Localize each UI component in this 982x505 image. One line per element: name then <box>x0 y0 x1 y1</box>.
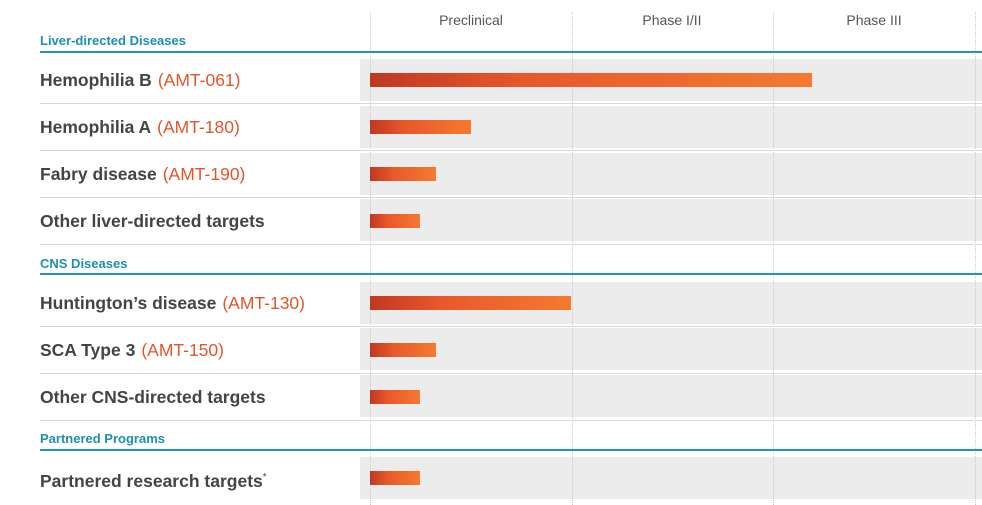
section-rule <box>40 273 982 275</box>
phase-divider <box>773 12 774 505</box>
row-band <box>360 199 982 241</box>
progress-bar-huntingtons <box>370 296 571 310</box>
progress-bar-fabry <box>370 167 436 181</box>
section-rule <box>40 51 982 53</box>
section-label-liver: Liver-directed Diseases <box>40 33 186 48</box>
program-label: Other liver-directed targets <box>40 210 265 232</box>
program-label: SCA Type 3 (AMT-150) <box>40 339 224 361</box>
row-separator <box>40 197 982 198</box>
program-label: Huntington’s disease (AMT-130) <box>40 292 305 314</box>
program-name: Fabry disease <box>40 164 157 184</box>
phase-divider <box>975 12 976 505</box>
program-label: Hemophilia B (AMT-061) <box>40 69 240 91</box>
row-separator <box>40 150 982 151</box>
row-separator <box>40 420 982 421</box>
phase-header-phase-3: Phase III <box>846 12 902 28</box>
row-separator <box>40 244 982 245</box>
row-band <box>360 457 982 499</box>
program-name: Hemophilia B <box>40 70 152 90</box>
program-name: Other liver-directed targets <box>40 211 265 231</box>
program-label: Partnered research targets* <box>40 467 267 492</box>
row-band <box>360 375 982 417</box>
progress-bar-hemophilia-a <box>370 120 471 134</box>
phase-header-phase-1-2: Phase I/II <box>642 12 702 28</box>
program-code: (AMT-061) <box>157 70 241 90</box>
program-name: Huntington’s disease <box>40 293 217 313</box>
phase-divider <box>370 12 371 505</box>
section-rule <box>40 449 982 451</box>
progress-bar-hemophilia-b <box>370 73 812 87</box>
progress-bar-other-cns <box>370 390 420 404</box>
row-separator <box>40 373 982 374</box>
phase-header-preclinical: Preclinical <box>439 12 503 28</box>
row-separator <box>40 326 982 327</box>
progress-bar-sca3 <box>370 343 436 357</box>
row-separator <box>40 103 982 104</box>
program-name: Partnered research targets <box>40 470 263 491</box>
program-code: (AMT-130) <box>222 293 305 313</box>
program-code: (AMT-150) <box>141 340 224 360</box>
footnote-mark: * <box>262 472 267 483</box>
program-label: Fabry disease (AMT-190) <box>40 163 245 185</box>
program-name: SCA Type 3 <box>40 340 136 360</box>
program-code: (AMT-180) <box>157 117 240 137</box>
section-label-cns: CNS Diseases <box>40 256 128 271</box>
program-name: Other CNS-directed targets <box>40 387 266 407</box>
section-label-partnered: Partnered Programs <box>40 431 165 446</box>
phase-divider <box>572 12 573 505</box>
row-band <box>360 153 982 195</box>
program-label: Hemophilia A (AMT-180) <box>40 116 240 138</box>
progress-bar-other-liver <box>370 214 420 228</box>
program-name: Hemophilia A <box>40 117 152 137</box>
progress-bar-partnered <box>370 471 420 485</box>
row-band <box>360 328 982 370</box>
program-label: Other CNS-directed targets <box>40 386 266 408</box>
program-code: (AMT-190) <box>162 164 246 184</box>
